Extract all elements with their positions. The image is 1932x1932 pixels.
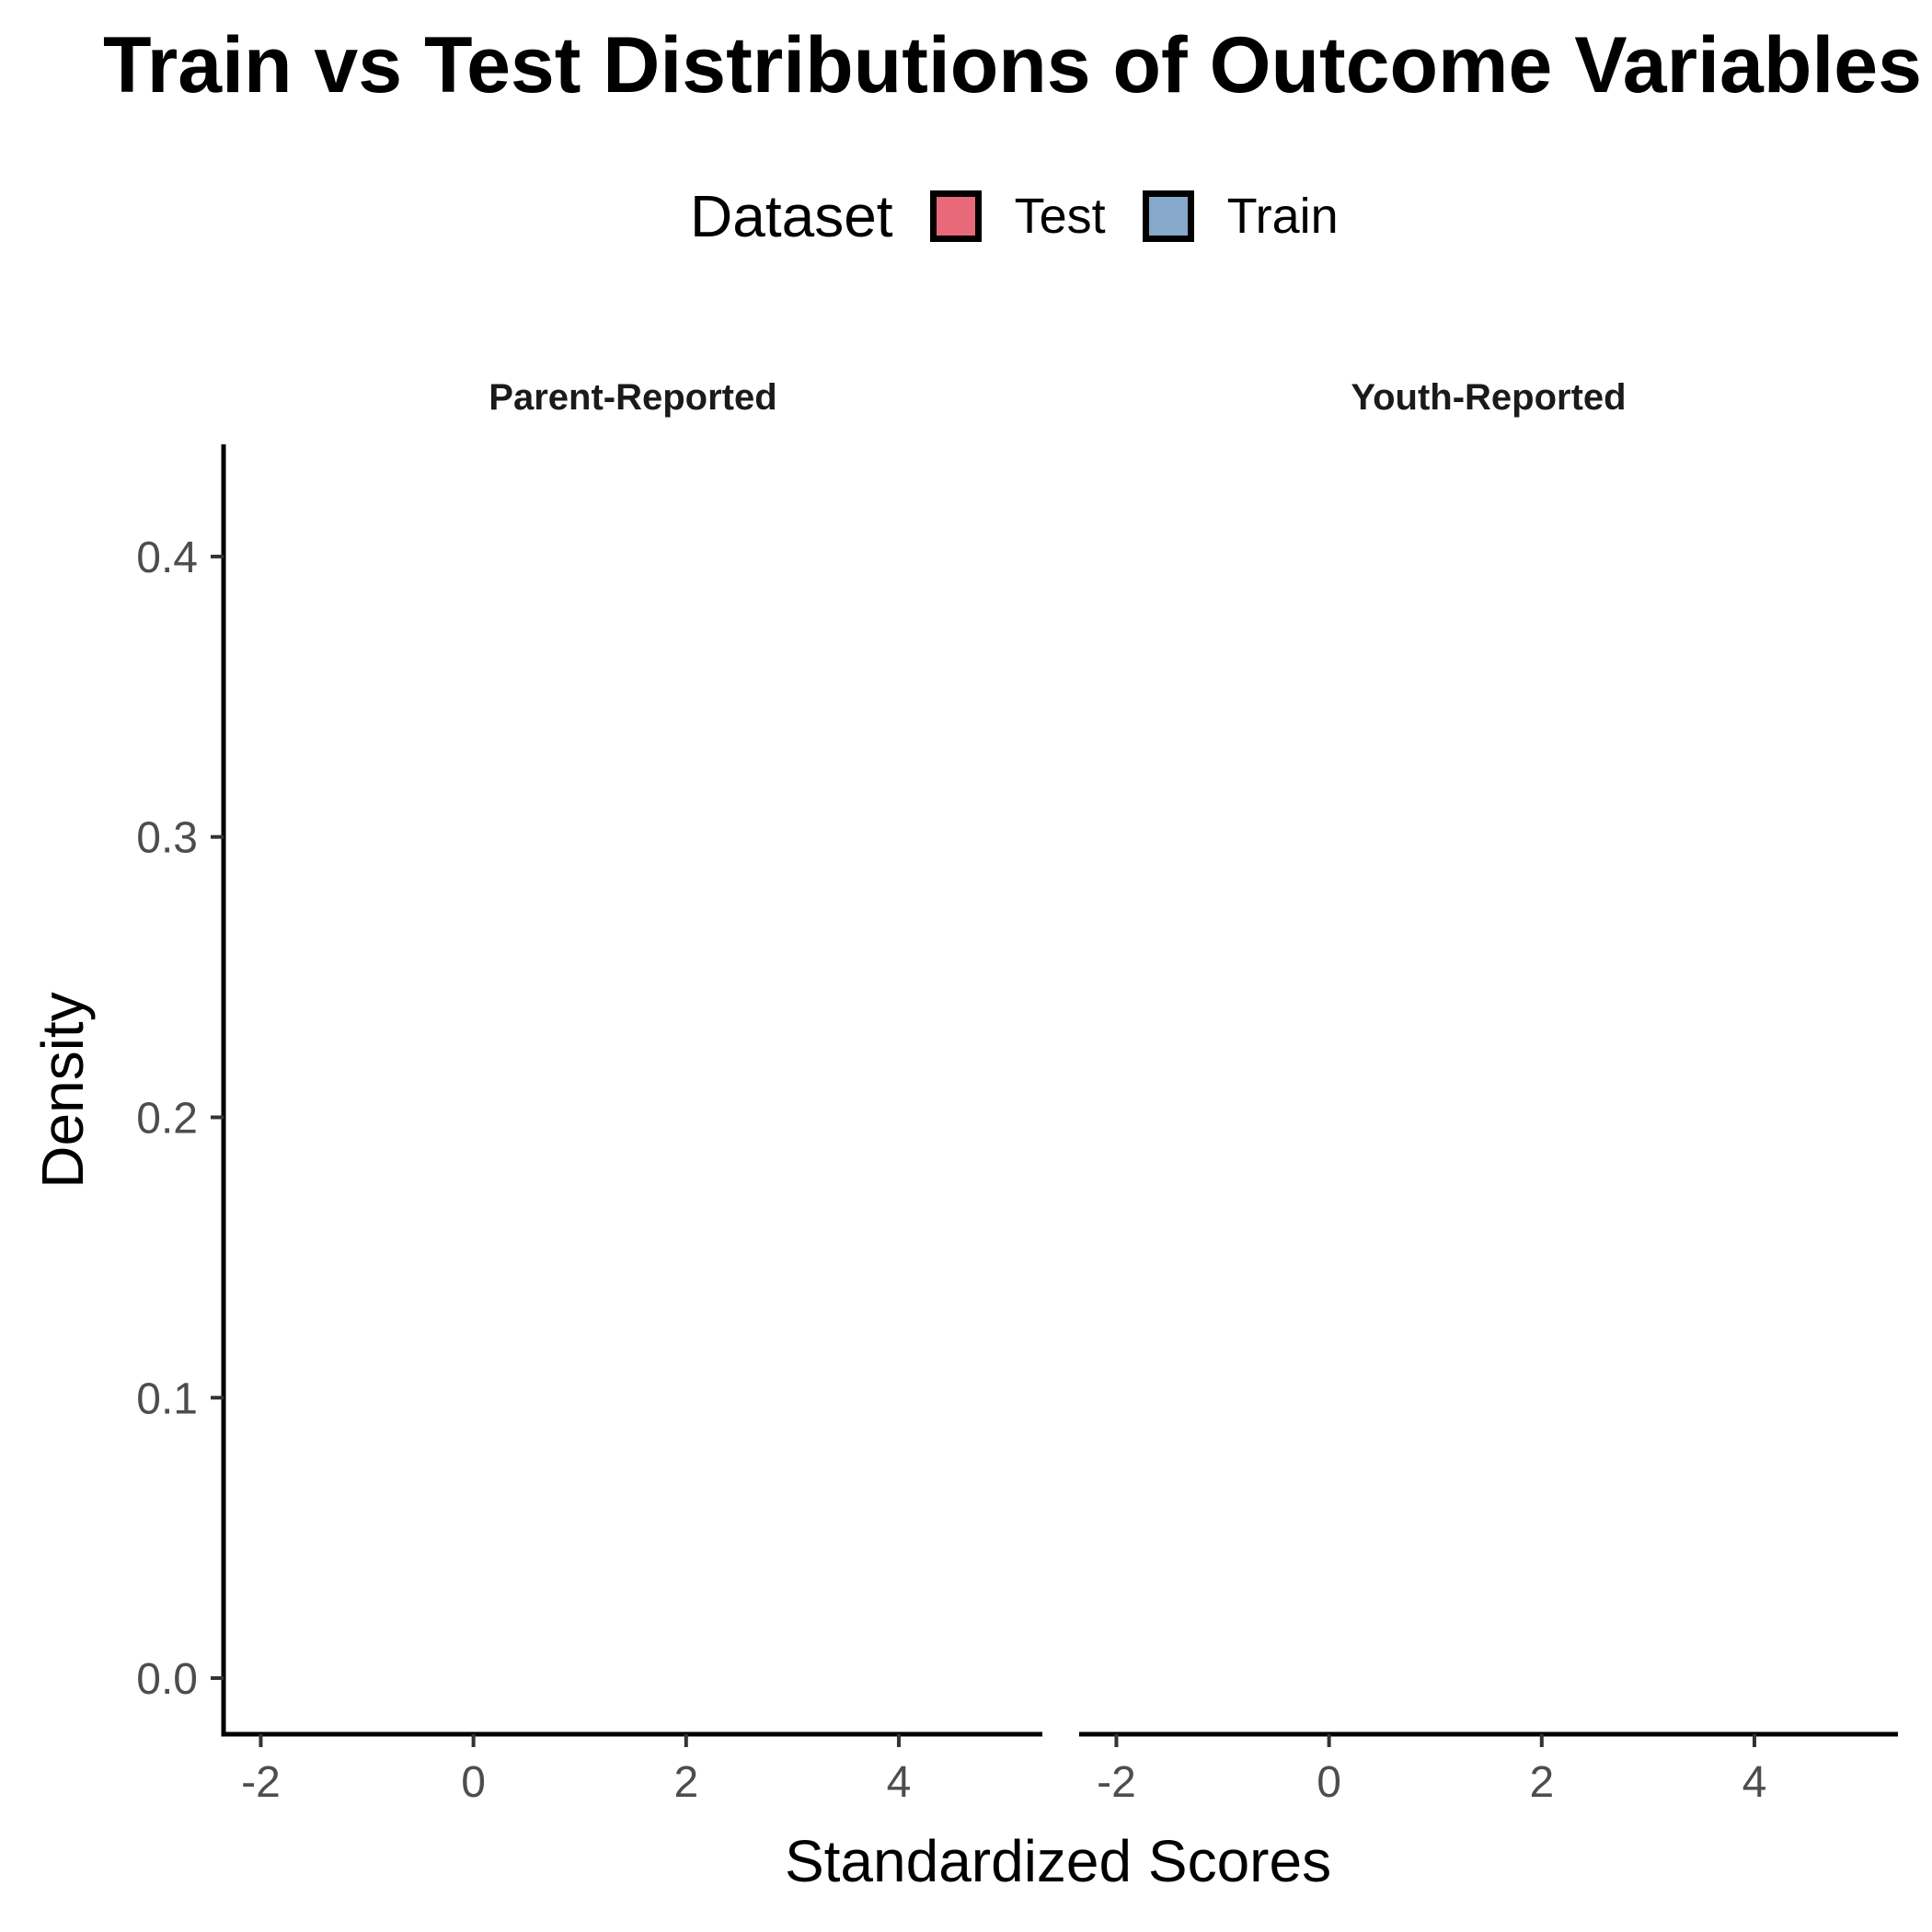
facet-label-parent-reported: Parent-Reported [489,377,776,418]
legend-label-test: Test [1014,189,1106,244]
legend-key-test [929,190,982,242]
x-axis-title: Standardized Scores [785,1828,1331,1894]
x-tick-label-parent-reported: 2 [673,1758,698,1807]
x-tick-label-youth-reported: 2 [1529,1758,1554,1807]
y-axis-title: Density [29,992,96,1188]
y-tick-label: 0.1 [136,1374,198,1423]
facet-label-youth-reported: Youth-Reported [1351,377,1626,418]
x-tick-label-youth-reported: 0 [1317,1758,1341,1807]
legend: Dataset Test Train [690,175,1375,258]
legend-key-train [1142,190,1194,242]
chart-title: Train vs Test Distributions of Outcome V… [103,21,1922,109]
x-tick-label-parent-reported: 0 [461,1758,486,1807]
x-tick-label-parent-reported: 4 [887,1758,912,1807]
x-tick-label-youth-reported: -2 [1097,1758,1136,1807]
y-tick-label: 0.0 [136,1655,198,1704]
x-tick-label-youth-reported: 4 [1742,1758,1767,1807]
y-tick-label: 0.2 [136,1094,198,1143]
legend-label-train: Train [1226,189,1339,244]
y-tick-label: 0.3 [136,814,198,863]
y-tick-label: 0.4 [136,534,198,582]
legend-title: Dataset [690,183,893,249]
x-tick-label-parent-reported: -2 [241,1758,281,1807]
